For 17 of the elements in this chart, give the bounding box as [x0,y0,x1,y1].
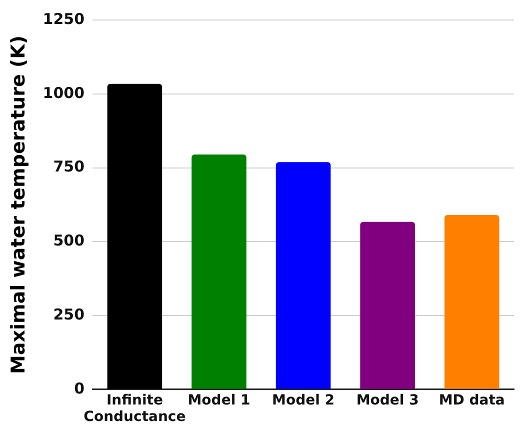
bar [444,215,500,389]
bar [360,222,415,389]
y-tick-label: 1000 [42,84,85,102]
x-tick-label: Model 1 [188,392,250,408]
y-axis-title: Maximal water temperature (K) [7,35,30,374]
y-tick-label: 250 [53,305,85,324]
y-tick-label: 500 [53,232,85,250]
y-tick-label: 750 [53,158,85,176]
bar [107,84,162,389]
bar [192,154,246,389]
x-tick-label: MD data [438,392,505,408]
x-tick-label: Model 2 [272,392,335,408]
y-tick-label: 0 [74,379,85,398]
y-tick-label: 1250 [42,10,85,28]
bar [276,162,331,389]
x-tick-label: Model 3 [356,392,419,408]
x-tick-label: Infinite Conductance [84,392,186,426]
